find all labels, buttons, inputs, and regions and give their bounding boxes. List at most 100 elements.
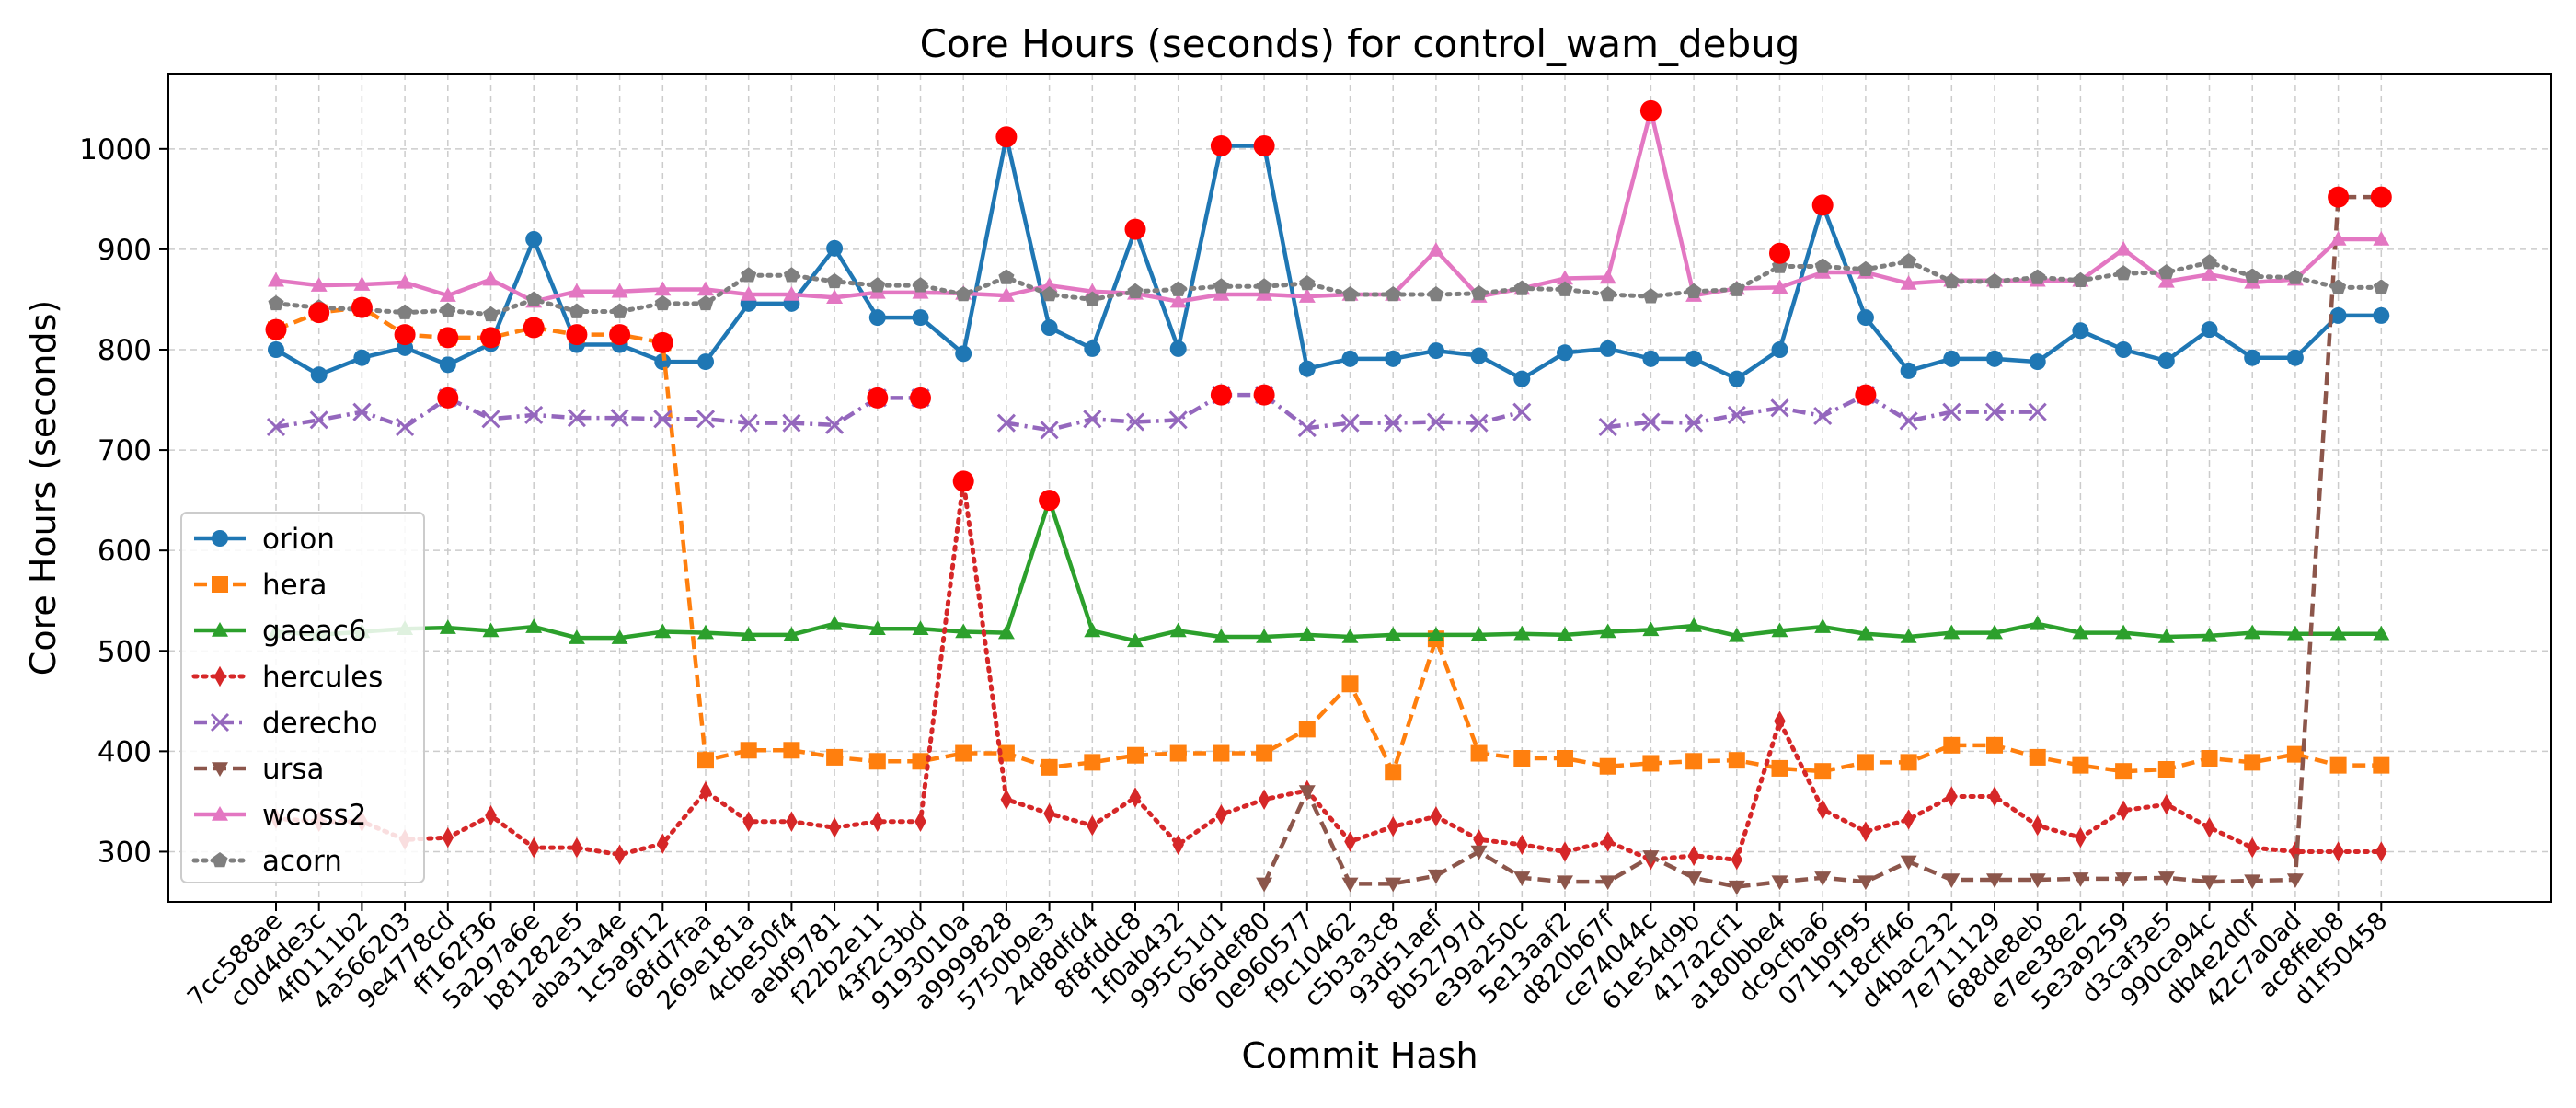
data-point-orion [310, 366, 328, 384]
data-point-gaeac6 [1169, 622, 1187, 638]
series-line-wcoss2 [275, 109, 2382, 304]
legend-label: ursa [262, 753, 325, 786]
data-point-hera [2029, 748, 2046, 766]
data-point-acorn [1557, 281, 1573, 296]
highlight-point [1253, 384, 1275, 406]
data-point-hercules [1687, 845, 1700, 867]
data-point-ursa [1728, 880, 1745, 895]
marker-stroke [1727, 405, 1746, 424]
data-point-gaeac6 [2329, 625, 2347, 641]
data-point-hera [1213, 744, 1230, 762]
legend-item-hera: hera [194, 569, 327, 602]
data-point-acorn [1513, 280, 1530, 295]
data-point-ursa [1685, 871, 1703, 886]
data-point-wcoss2 [1427, 242, 1444, 257]
data-point-acorn [1299, 275, 1316, 291]
data-point-acorn [2072, 271, 2088, 288]
data-point-derecho [1469, 413, 1489, 433]
data-point-hercules [1473, 829, 1485, 850]
data-point-acorn [268, 294, 284, 311]
data-point-hercules [2289, 841, 2302, 862]
data-point-hera [2072, 756, 2089, 774]
marker-stroke [1942, 402, 1961, 421]
data-point-acorn [569, 303, 585, 318]
data-point-hera [1642, 755, 1660, 772]
data-point-derecho [1770, 398, 1789, 418]
marker-stroke [2028, 402, 2047, 421]
data-point-hera [2244, 754, 2261, 771]
highlight-point [437, 387, 459, 409]
marker-stroke [1813, 406, 1833, 426]
data-point-acorn [912, 277, 929, 293]
data-point-wcoss2 [697, 281, 714, 296]
data-point-hercules [570, 837, 583, 859]
data-point-orion [697, 353, 714, 371]
data-point-gaeac6 [1127, 632, 1144, 648]
data-point-gaeac6 [1385, 626, 1402, 641]
data-point-orion [1427, 342, 1444, 360]
data-point-acorn [2115, 265, 2132, 281]
x-axis-ticks: 7cc588aec0d4de3c4f0111b24a5662039e4778cd… [182, 902, 2393, 1016]
data-point-hera [912, 753, 929, 770]
data-point-orion [1169, 340, 1187, 357]
marker-stroke [210, 712, 230, 733]
data-point-wcoss2 [397, 273, 414, 289]
data-point-derecho [696, 410, 716, 429]
data-point-gaeac6 [1256, 629, 1273, 643]
marker-stroke [1168, 410, 1188, 430]
data-point-ursa [1385, 877, 1402, 893]
highlight-point [265, 318, 287, 340]
data-point-gaeac6 [1814, 618, 1832, 633]
highlight-point [1039, 490, 1061, 512]
highlight-point [394, 324, 416, 346]
data-point-hercules [828, 817, 841, 838]
data-point-gaeac6 [1900, 629, 1917, 643]
data-point-gaeac6 [1943, 624, 1961, 640]
data-point-derecho [782, 413, 801, 433]
data-point-derecho [1984, 402, 2005, 421]
data-point-gaeac6 [1213, 629, 1230, 643]
data-point-acorn [482, 306, 500, 322]
data-point-gaeac6 [1557, 626, 1573, 641]
legend-marker [212, 530, 228, 547]
legend-item-derecho: derecho [194, 707, 378, 740]
data-point-hercules [527, 837, 540, 859]
data-point-gaeac6 [2201, 627, 2218, 642]
data-point-hera [955, 744, 972, 762]
data-point-ursa [1642, 850, 1660, 865]
data-point-gaeac6 [654, 623, 672, 639]
data-point-hercules [1087, 814, 1098, 837]
data-point-hera [1298, 721, 1316, 738]
data-point-orion [826, 239, 844, 257]
data-point-hera [1900, 754, 1917, 771]
series-acorn [268, 253, 2389, 322]
data-point-wcoss2 [826, 289, 844, 305]
data-point-acorn [2373, 279, 2389, 294]
data-point-acorn [1471, 284, 1488, 301]
series-hercules [270, 470, 2387, 871]
data-point-hercules [1859, 821, 1872, 842]
data-point-acorn [1127, 283, 1144, 299]
marker-stroke [1984, 402, 2005, 421]
data-point-hera [1814, 763, 1832, 780]
data-point-ursa [2157, 871, 2175, 886]
data-point-wcoss2 [1298, 288, 1316, 303]
data-point-hera [868, 753, 886, 770]
highlight-point [609, 324, 631, 346]
legend-label: hercules [262, 661, 383, 694]
highlight-point [1639, 99, 1662, 121]
data-point-hercules [1988, 786, 2001, 807]
data-point-acorn [2158, 264, 2175, 280]
data-point-hercules [2246, 837, 2259, 859]
data-point-wcoss2 [997, 287, 1015, 302]
data-point-hercules [2117, 800, 2130, 821]
highlight-point [910, 387, 931, 409]
marker-stroke [1384, 413, 1403, 433]
data-point-acorn [741, 267, 757, 283]
data-point-orion [1685, 350, 1703, 367]
data-point-hercules [1344, 831, 1356, 852]
data-point-acorn [1385, 286, 1401, 302]
data-point-hera [2201, 750, 2218, 767]
data-point-hera [2157, 761, 2175, 778]
